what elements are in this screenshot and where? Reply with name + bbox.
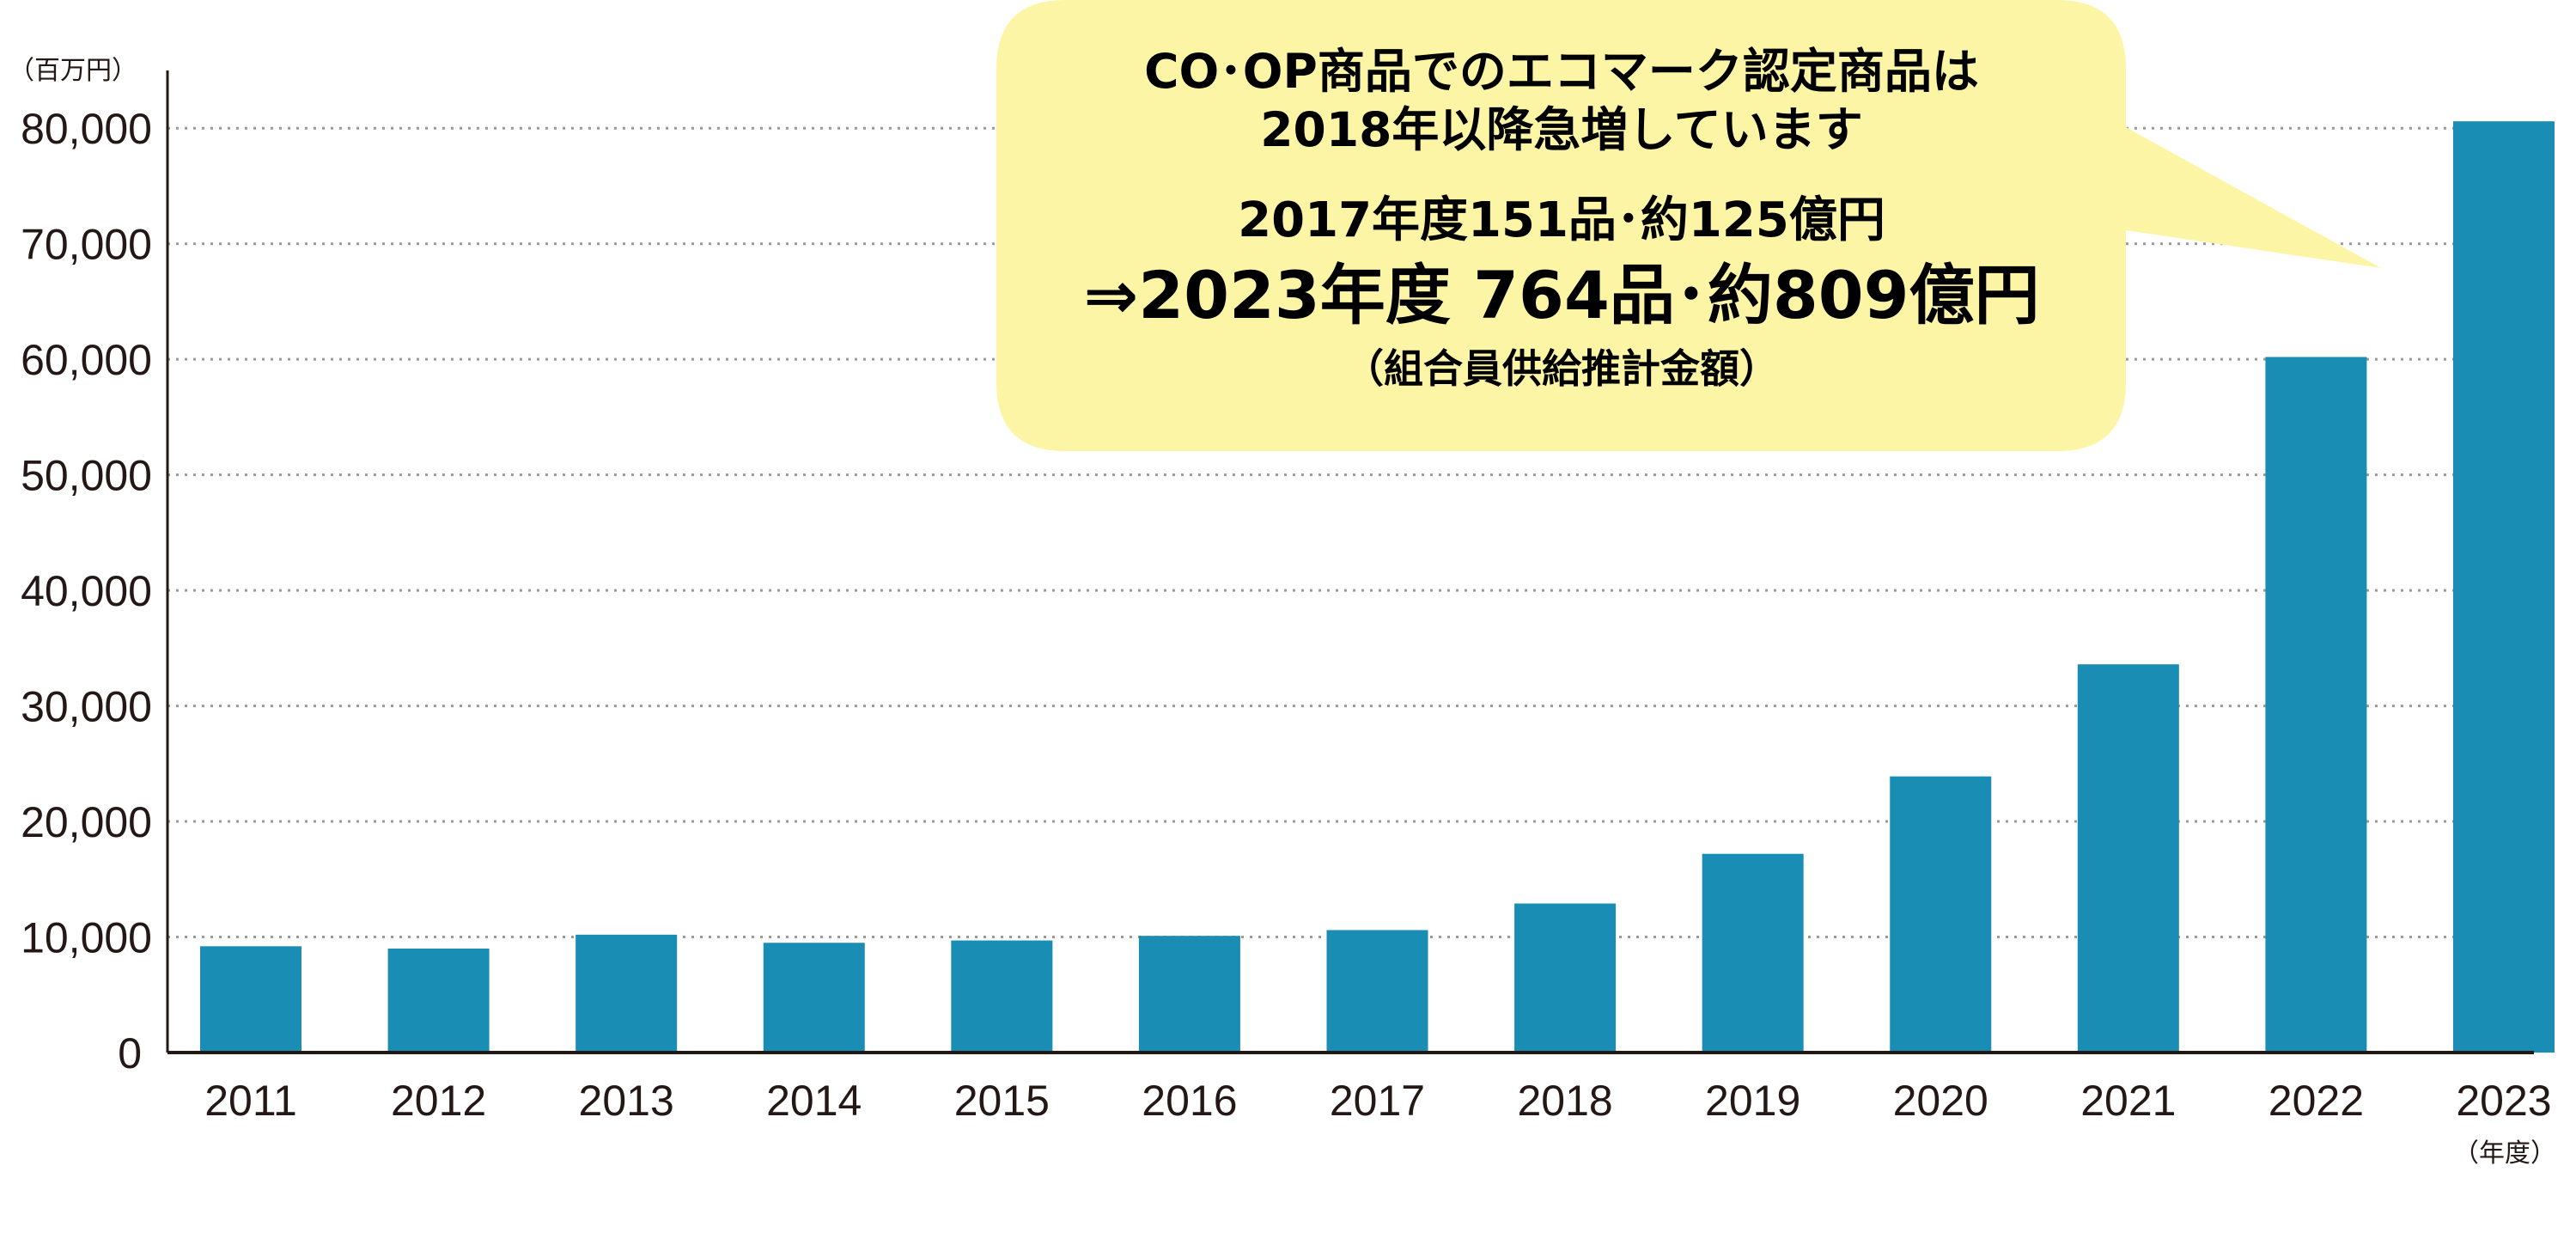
bars — [200, 121, 2555, 1053]
callout-line-3: 2017年度151品･約125億円 — [1238, 192, 1885, 248]
x-tick-label: 2012 — [391, 1077, 486, 1125]
callout: CO･OP商品でのエコマーク認定商品は 2018年以降急増しています 2017年… — [996, 0, 2381, 451]
x-tick-label: 2017 — [1330, 1077, 1425, 1125]
y-tick-label: 20,000 — [21, 798, 152, 846]
y-tick-label: 50,000 — [21, 452, 152, 500]
callout-line-4: ⇒2023年度 764品･約809億円 — [1084, 257, 2040, 333]
y-unit-label: （百万円） — [9, 57, 137, 85]
bar-2021 — [2077, 664, 2179, 1053]
x-tick-label: 2016 — [1142, 1077, 1237, 1125]
bar-2013 — [575, 934, 678, 1053]
y-tick-label: 0 — [118, 1029, 142, 1077]
y-tick-label: 30,000 — [21, 683, 152, 731]
x-tick-label: 2022 — [2268, 1077, 2364, 1125]
x-tick-label: 2013 — [579, 1077, 674, 1125]
bar-2014 — [763, 943, 865, 1053]
x-tick-label: 2023 — [2456, 1077, 2551, 1125]
callout-line-5: （組合員供給推計金額） — [1344, 345, 1779, 392]
y-tick-label: 70,000 — [21, 221, 152, 269]
callout-bubble — [996, 0, 2381, 451]
callout-line-2: 2018年以降急増しています — [1260, 102, 1862, 157]
bar-2017 — [1326, 930, 1428, 1053]
y-tick-label: 10,000 — [21, 914, 152, 962]
x-tick-label: 2021 — [2080, 1077, 2176, 1125]
x-tick-label: 2015 — [954, 1077, 1050, 1125]
y-tick-label: 80,000 — [21, 105, 152, 153]
bar-2019 — [1702, 853, 1804, 1053]
bar-2022 — [2265, 357, 2367, 1053]
x-tick-label: 2011 — [204, 1077, 297, 1125]
x-tick-label: 2019 — [1705, 1077, 1800, 1125]
bar-2020 — [1890, 776, 1992, 1053]
x-tick-label: 2018 — [1517, 1077, 1612, 1125]
bar-2012 — [387, 948, 490, 1053]
x-tick-label: 2014 — [766, 1077, 862, 1125]
bar-2016 — [1138, 936, 1240, 1053]
x-tick-label: 2020 — [1893, 1077, 1988, 1125]
x-unit-label: （年度） — [2453, 1139, 2556, 1168]
x-axis-ticks: 2011 2012 2013 2014 2015 2016 2017 2018 2019 2020… — [204, 1077, 2551, 1125]
bar-2011 — [200, 946, 301, 1053]
bar-2018 — [1514, 903, 1617, 1053]
bar-2015 — [951, 940, 1053, 1053]
y-tick-label: 40,000 — [21, 567, 152, 615]
y-axis-ticks: 0 10,000 20,000 30,000 40,000 50,000 60,000 70,… — [21, 105, 152, 1077]
bar-2023 — [2453, 121, 2555, 1053]
y-tick-label: 60,000 — [21, 336, 152, 384]
callout-line-1: CO･OP商品でのエコマーク認定商品は — [1144, 44, 1979, 99]
